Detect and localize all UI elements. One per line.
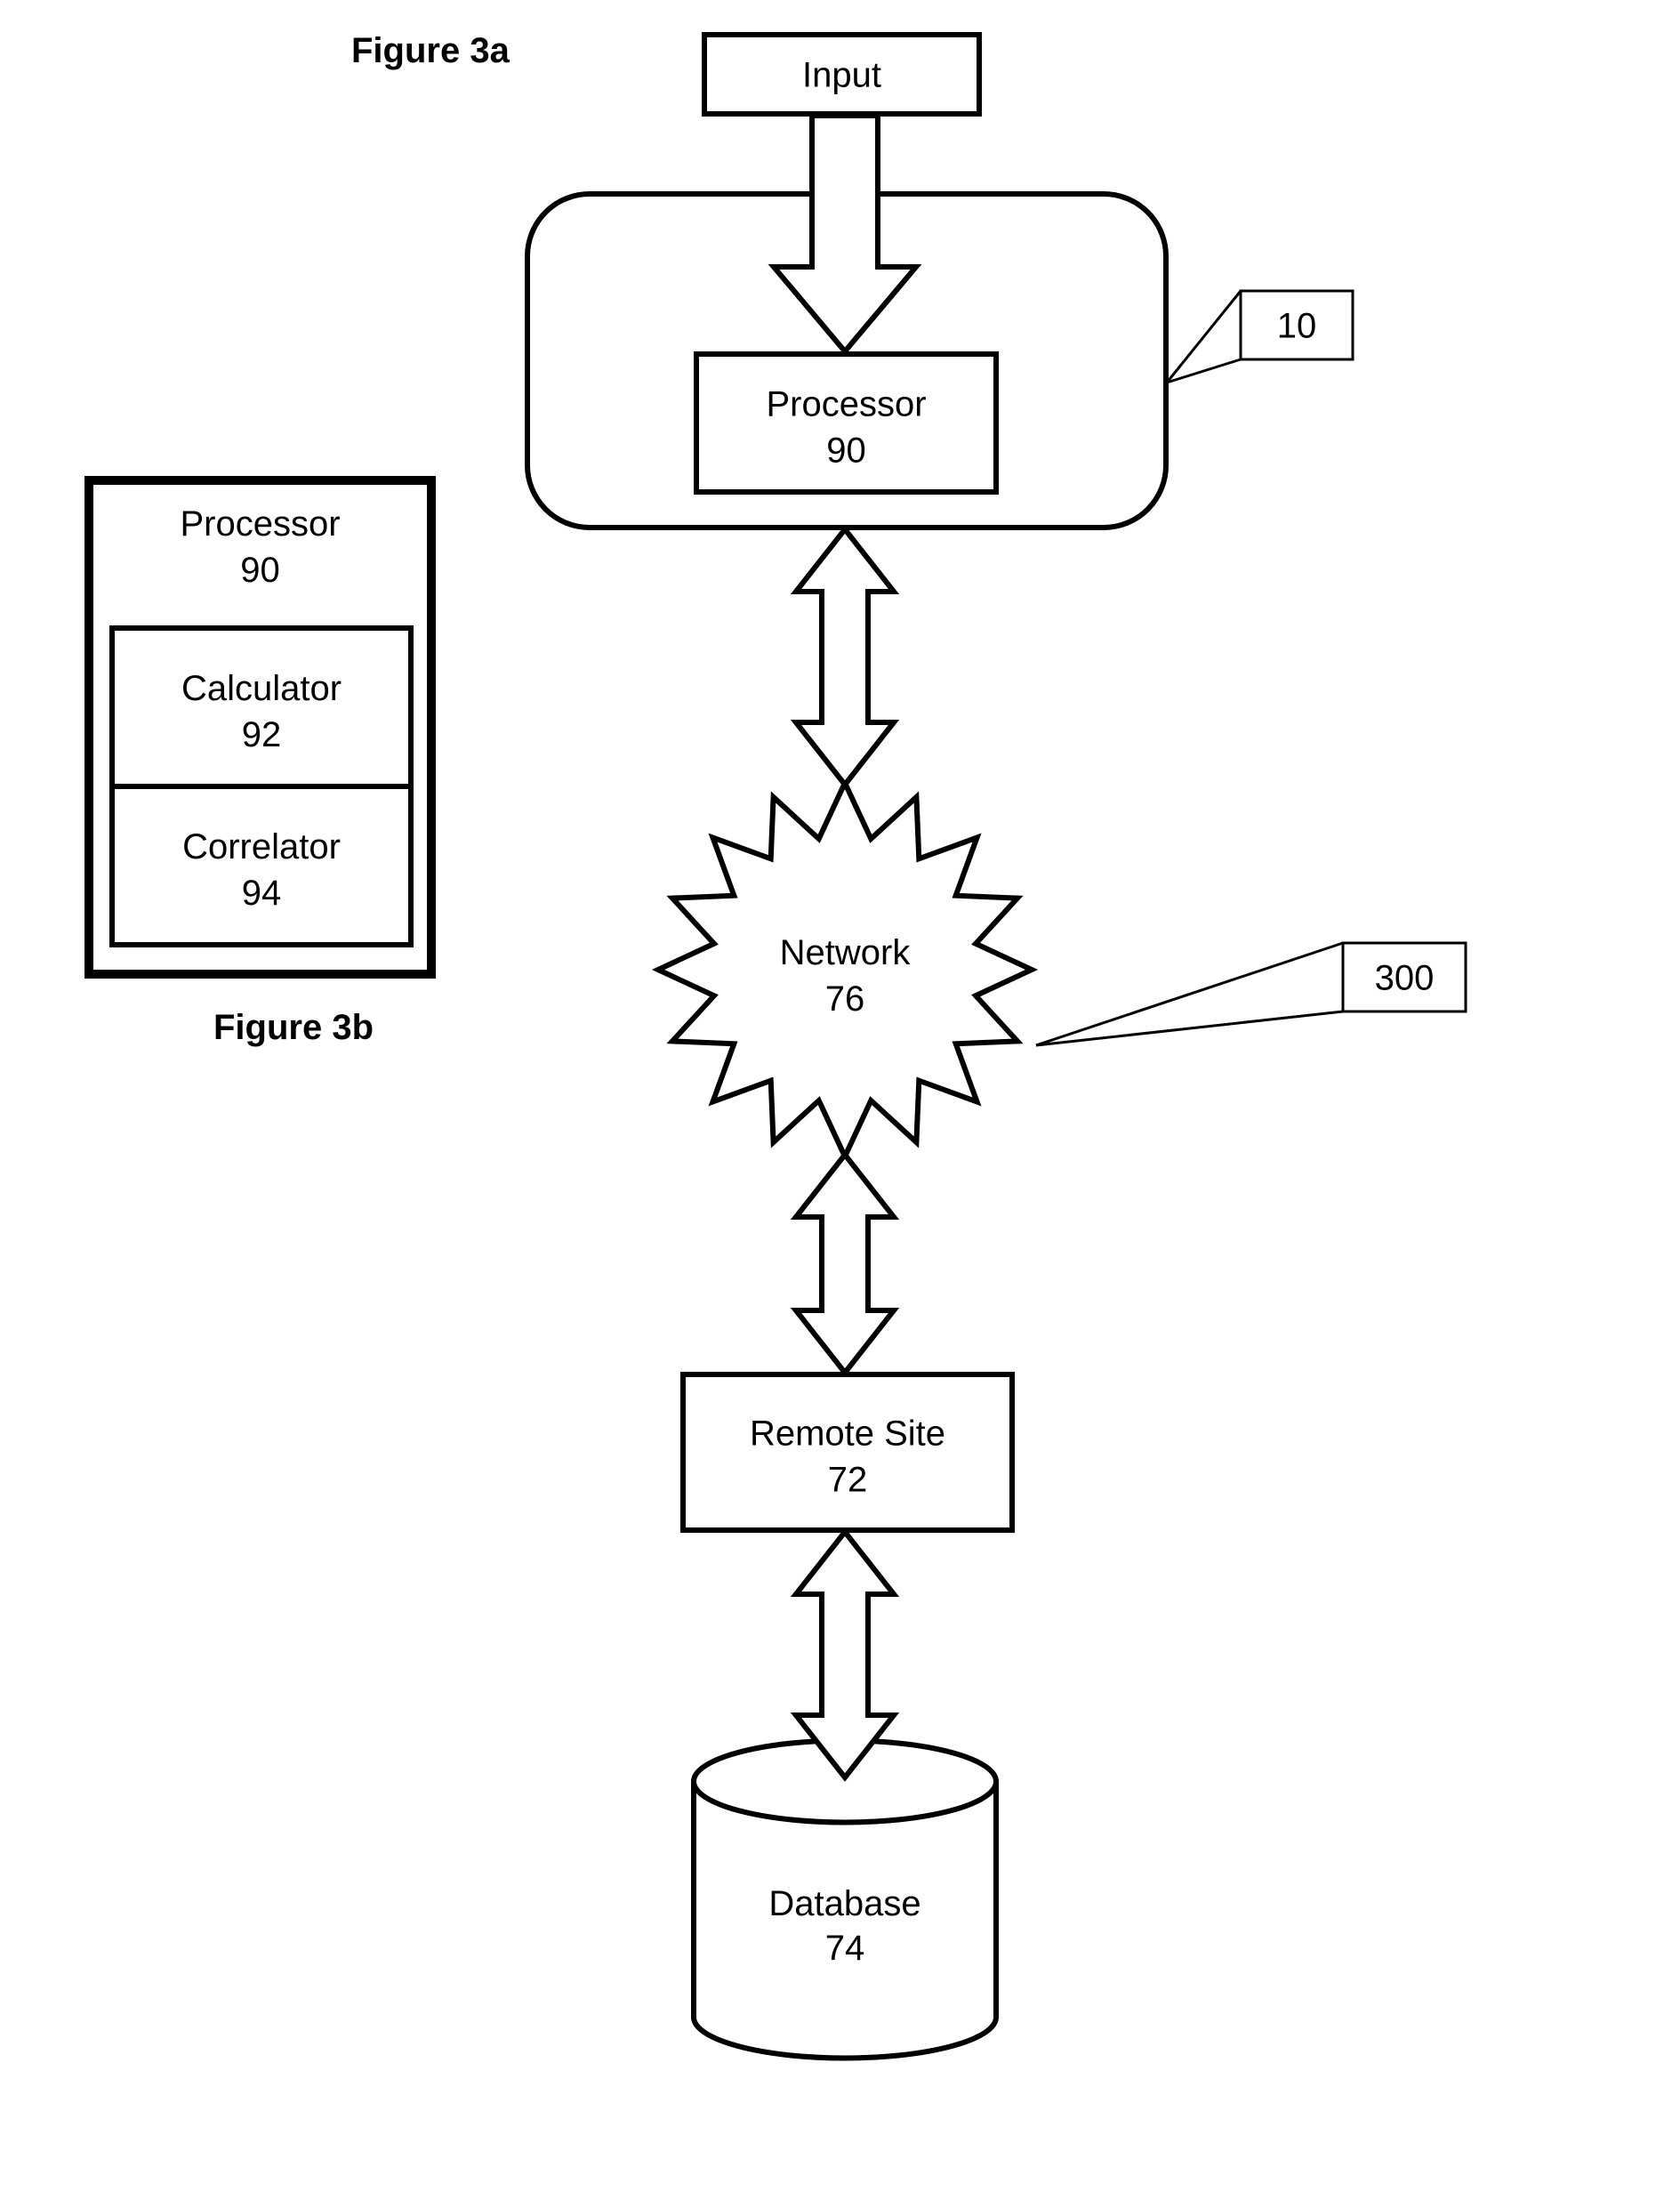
remote-site-box-label: Remote Site [750,1414,945,1454]
caption-figure-3a: Figure 3a [351,31,510,70]
caption-figure-3b: Figure 3b [213,1008,374,1047]
calculator-box: Calculator 92 [112,628,411,786]
fig3b-processor-sublabel: 90 [240,551,280,590]
callout-10-label: 10 [1277,307,1317,346]
input-box-label: Input [802,56,881,95]
network-star: Network 76 [658,783,1032,1156]
processor-box-label: Processor [766,385,926,424]
processor-box: Processor 90 [696,354,996,492]
callout-300-label: 300 [1375,959,1435,998]
fig3b-processor-label: Processor [180,504,340,544]
calculator-box-label: Calculator [181,669,342,708]
database-label: Database [768,1884,920,1923]
arrow-input-to-processor [774,116,916,351]
input-box: Input [704,35,979,114]
callout-10: 10 [1167,291,1353,383]
network-sublabel: 76 [825,979,865,1019]
correlator-box-sublabel: 94 [242,874,282,913]
calculator-box-sublabel: 92 [242,715,282,754]
database-cylinder: Database 74 [694,1741,996,2059]
remote-site-box: Remote Site 72 [683,1374,1012,1530]
network-label: Network [780,933,912,972]
callout-300: 300 [1036,943,1466,1045]
correlator-box-label: Correlator [182,827,341,866]
remote-site-box-sublabel: 72 [828,1461,868,1500]
correlator-box: Correlator 94 [112,786,411,945]
diagram-canvas: Figure 3a Figure 3b Input Processor 90 Networ… [0,0,1680,2192]
processor-box-sublabel: 90 [826,431,866,471]
arrow-processor-network [796,529,894,785]
arrow-network-remote [796,1155,894,1373]
database-sublabel: 74 [825,1929,865,1968]
